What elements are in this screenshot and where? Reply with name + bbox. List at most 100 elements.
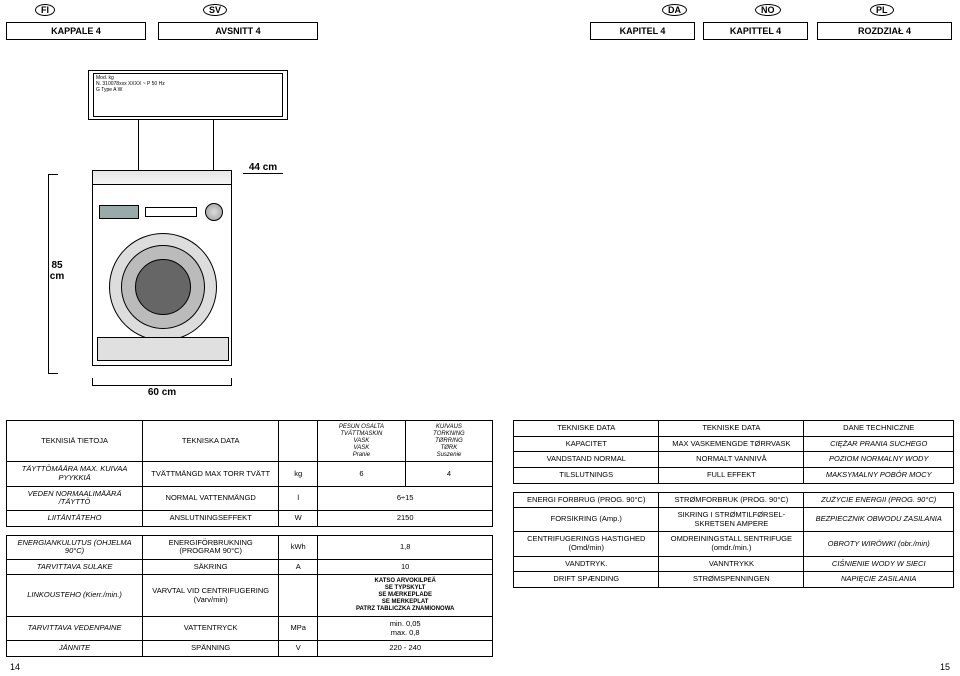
cell: MPa bbox=[279, 616, 318, 640]
flag-sv: SV bbox=[203, 4, 227, 16]
cell: ANSLUTNINGSEFFEKT bbox=[143, 510, 279, 526]
chapter-sv: AVSNITT 4 bbox=[158, 22, 318, 40]
cell: KAPACITET bbox=[514, 436, 659, 452]
cell: SÄKRING bbox=[143, 559, 279, 575]
right-spec-block: TEKNISKE DATA TEKNISKE DATA DANE TECHNIC… bbox=[513, 420, 954, 657]
cell: VANDSTAND NORMAL bbox=[514, 452, 659, 468]
cell: 1,8 bbox=[318, 535, 493, 559]
cell: kg bbox=[279, 462, 318, 486]
cell: SPÄNNING bbox=[143, 641, 279, 657]
cell: JÄNNITE bbox=[7, 641, 143, 657]
cell: OBROTY WIRÓWKI (obr./min) bbox=[804, 532, 954, 556]
cell: DRIFT SPÆNDING bbox=[514, 572, 659, 588]
flag-no: NO bbox=[755, 4, 781, 16]
cell: STRØMFORBRUK (PROG. 90°C) bbox=[659, 492, 804, 508]
page-left: 14 bbox=[10, 662, 20, 672]
cell: SIKRING I STRØMTILFØRSEL-SKRETSEN AMPERE bbox=[659, 508, 804, 532]
cell: ENERGIFÖRBRUKNING (PROGRAM 90°C) bbox=[143, 535, 279, 559]
right-table-1: TEKNISKE DATA TEKNISKE DATA DANE TECHNIC… bbox=[513, 420, 954, 484]
cell: FULL EFFEKT bbox=[659, 467, 804, 483]
cell: V bbox=[279, 641, 318, 657]
hdr: KUIVAUS TORKNING TØRRING TØRK Suszenie bbox=[405, 421, 493, 462]
cell: VANDTRYK. bbox=[514, 556, 659, 572]
cell: NORMAL VATTENMÄNGD bbox=[143, 486, 279, 510]
cell: l bbox=[279, 486, 318, 510]
depth-label: 44 cm bbox=[238, 162, 288, 173]
left-table-1: TEKNISIÄ TIETOJA TEKNISKA DATA PESUN OSA… bbox=[6, 420, 493, 527]
width-label: 60 cm bbox=[92, 387, 232, 398]
cell: TVÄTTMÄNGD MAX TORR TVÄTT bbox=[143, 462, 279, 486]
hdr: PESUN OSALTA TVÄTTMASKIN VASK VASK Prani… bbox=[318, 421, 406, 462]
cell: VEDEN NORMAALIMÄÄRÄ /TÄYTTÖ bbox=[7, 486, 143, 510]
cell: ENERGI FORBRUG (PROG. 90°C) bbox=[514, 492, 659, 508]
cell: MAKSYMALNY POBÓR MOCY bbox=[804, 467, 954, 483]
cell: VATTENTRYCK bbox=[143, 616, 279, 640]
washer-diagram: Mod. kg N. 310078xxx XXXX ~ P 50 Hz G Ty… bbox=[28, 70, 328, 410]
chapter-pl: ROZDZIAŁ 4 bbox=[817, 22, 952, 40]
cell: CIĘŻAR PRANIA SUCHEGO bbox=[804, 436, 954, 452]
cell: 2150 bbox=[318, 510, 493, 526]
height-label: 85 cm bbox=[42, 260, 72, 282]
hdr bbox=[279, 421, 318, 462]
hdr: DANE TECHNICZNE bbox=[804, 421, 954, 437]
cell: NAPIĘCIE ZASILANIA bbox=[804, 572, 954, 588]
cell: 10 bbox=[318, 559, 493, 575]
hdr: TEKNISIÄ TIETOJA bbox=[7, 421, 143, 462]
spec-tables: TEKNISIÄ TIETOJA TEKNISKA DATA PESUN OSA… bbox=[6, 420, 954, 657]
chapter-fi: KAPPALE 4 bbox=[6, 22, 146, 40]
cell: TÄYTTÖMÄÄRA MAX. KUIVAA PYYKKIÄ bbox=[7, 462, 143, 486]
hdr: TEKNISKA DATA bbox=[143, 421, 279, 462]
left-spec-block: TEKNISIÄ TIETOJA TEKNISKA DATA PESUN OSA… bbox=[6, 420, 493, 657]
detergent-drawer bbox=[99, 205, 139, 219]
cell: KATSO ARVOKILPEÄ SE TYPSKYLT SE MÆRKEPLA… bbox=[318, 575, 493, 616]
chapter-da: KAPITEL 4 bbox=[590, 22, 695, 40]
plate-l3: G Type A W bbox=[96, 87, 280, 93]
cell: CIŚNIENIE WODY W SIECI bbox=[804, 556, 954, 572]
cell: BEZPIECZNIK OBWODU ZASILANIA bbox=[804, 508, 954, 532]
cell: ZUŻYCIE ENERGII (PROG. 90°C) bbox=[804, 492, 954, 508]
display-panel bbox=[145, 207, 197, 217]
flag-pl: PL bbox=[870, 4, 894, 16]
cell: NORMALT VANNIVÅ bbox=[659, 452, 804, 468]
cell: TILSLUTNINGS bbox=[514, 467, 659, 483]
cell: 6÷15 bbox=[318, 486, 493, 510]
chapter-no: KAPITTEL 4 bbox=[703, 22, 808, 40]
cell: STRØMSPENNINGEN bbox=[659, 572, 804, 588]
cell: TARVITTAVA SULAKE bbox=[7, 559, 143, 575]
cell: TARVITTAVA VEDENPAINE bbox=[7, 616, 143, 640]
cell: 220 - 240 bbox=[318, 641, 493, 657]
flag-da: DA bbox=[662, 4, 687, 16]
cell: VARVTAL VID CENTRIFUGERING (Varv/min) bbox=[143, 575, 279, 616]
flag-fi: FI bbox=[35, 4, 55, 16]
width-dim: 60 cm bbox=[92, 378, 232, 398]
cell bbox=[279, 575, 318, 616]
height-dim: 85 cm bbox=[48, 174, 84, 374]
cell: VANNTRYKK bbox=[659, 556, 804, 572]
cell: MAX VASKEMENGDE TØRRVASK bbox=[659, 436, 804, 452]
callout-line bbox=[138, 120, 139, 174]
depth-dim: 44 cm bbox=[238, 162, 288, 182]
left-table-2: ENERGIANKULUTUS (OHJELMA 90°C) ENERGIFÖR… bbox=[6, 535, 493, 657]
cell: POZIOM NORMALNY WODY bbox=[804, 452, 954, 468]
cell: CENTRIFUGERINGS HASTIGHED (Omd/min) bbox=[514, 532, 659, 556]
rating-plate: Mod. kg N. 310078xxx XXXX ~ P 50 Hz G Ty… bbox=[88, 70, 288, 120]
kick-panel bbox=[97, 337, 229, 361]
cell: W bbox=[279, 510, 318, 526]
cell: 6 bbox=[318, 462, 406, 486]
cell: ENERGIANKULUTUS (OHJELMA 90°C) bbox=[7, 535, 143, 559]
cell: FORSIKRING (Amp.) bbox=[514, 508, 659, 532]
cell: kWh bbox=[279, 535, 318, 559]
right-table-2: ENERGI FORBRUG (PROG. 90°C) STRØMFORBRUK… bbox=[513, 492, 954, 588]
cell: LIITÄNTÄTEHO bbox=[7, 510, 143, 526]
page-right: 15 bbox=[940, 662, 950, 672]
cell: min. 0,05 max. 0,8 bbox=[318, 616, 493, 640]
callout-line bbox=[213, 120, 214, 174]
cell: 4 bbox=[405, 462, 493, 486]
hdr: TEKNISKE DATA bbox=[659, 421, 804, 437]
program-knob bbox=[205, 203, 223, 221]
cell: LINKOUSTEHO (Kierr./min.) bbox=[7, 575, 143, 616]
cell: A bbox=[279, 559, 318, 575]
washing-machine bbox=[92, 170, 232, 370]
hdr: TEKNISKE DATA bbox=[514, 421, 659, 437]
cell: OMDREININGSTALL SENTRIFUGE (omdr./min.) bbox=[659, 532, 804, 556]
